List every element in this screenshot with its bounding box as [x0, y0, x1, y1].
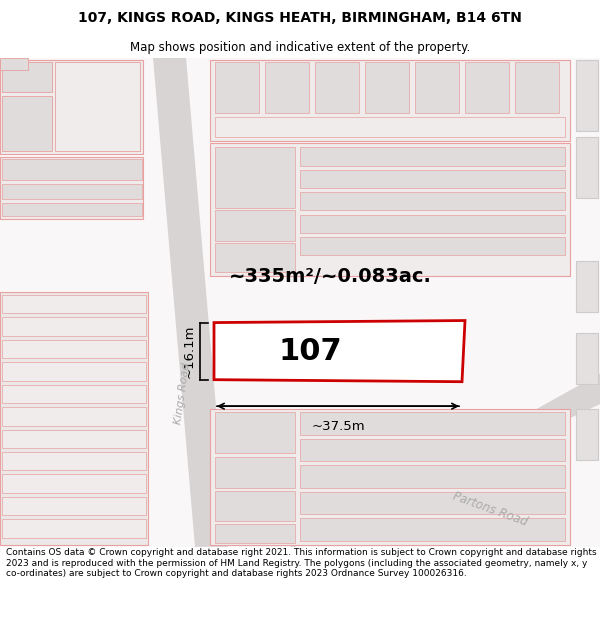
Bar: [210, 409, 570, 545]
Bar: [415, 62, 459, 112]
Bar: [576, 137, 598, 198]
Text: 107: 107: [278, 337, 342, 366]
Bar: [210, 59, 570, 141]
Bar: [300, 439, 565, 461]
Bar: [300, 492, 565, 514]
Bar: [2, 474, 146, 493]
Text: ~16.1m: ~16.1m: [183, 324, 196, 378]
Bar: [300, 465, 565, 488]
Bar: [215, 491, 295, 521]
Bar: [2, 385, 146, 403]
Bar: [2, 362, 146, 381]
Bar: [300, 169, 565, 188]
Text: 107, KINGS ROAD, KINGS HEATH, BIRMINGHAM, B14 6TN: 107, KINGS ROAD, KINGS HEATH, BIRMINGHAM…: [78, 11, 522, 25]
Bar: [2, 184, 142, 199]
Bar: [300, 214, 565, 233]
Bar: [300, 192, 565, 211]
Text: ~37.5m: ~37.5m: [311, 421, 365, 434]
Bar: [300, 412, 565, 435]
Text: Kings Road: Kings Road: [173, 362, 191, 426]
Bar: [400, 324, 455, 368]
Bar: [215, 62, 259, 112]
Bar: [2, 497, 146, 515]
Bar: [2, 203, 142, 216]
Bar: [2, 295, 146, 313]
Polygon shape: [153, 58, 228, 547]
Bar: [210, 143, 570, 276]
Bar: [576, 261, 598, 312]
Bar: [515, 62, 559, 112]
Bar: [215, 148, 295, 208]
Bar: [215, 117, 565, 137]
Text: Partons Road: Partons Road: [451, 489, 529, 529]
Bar: [2, 452, 146, 471]
Bar: [465, 62, 509, 112]
Bar: [215, 412, 295, 453]
Bar: [576, 332, 598, 384]
Bar: [2, 519, 146, 538]
Polygon shape: [214, 321, 465, 382]
Bar: [55, 62, 140, 151]
Bar: [215, 457, 295, 488]
Bar: [2, 340, 146, 358]
Text: Map shows position and indicative extent of the property.: Map shows position and indicative extent…: [130, 41, 470, 54]
Bar: [0, 158, 143, 219]
Bar: [2, 159, 142, 180]
Bar: [215, 524, 295, 542]
Bar: [315, 62, 359, 112]
Bar: [2, 62, 52, 92]
Bar: [215, 211, 295, 241]
Bar: [2, 408, 146, 426]
Bar: [300, 237, 565, 255]
Bar: [365, 62, 409, 112]
Bar: [576, 409, 598, 460]
Polygon shape: [290, 374, 600, 547]
Bar: [215, 243, 295, 272]
Text: ~335m²/~0.083ac.: ~335m²/~0.083ac.: [229, 268, 431, 286]
Bar: [2, 318, 146, 336]
Bar: [0, 292, 148, 545]
Bar: [300, 518, 565, 541]
Bar: [2, 96, 52, 151]
Bar: [576, 59, 598, 131]
Bar: [0, 59, 143, 154]
Bar: [0, 58, 28, 70]
Text: Contains OS data © Crown copyright and database right 2021. This information is : Contains OS data © Crown copyright and d…: [6, 549, 596, 578]
Bar: [300, 148, 565, 166]
Bar: [2, 429, 146, 448]
Bar: [265, 62, 309, 112]
